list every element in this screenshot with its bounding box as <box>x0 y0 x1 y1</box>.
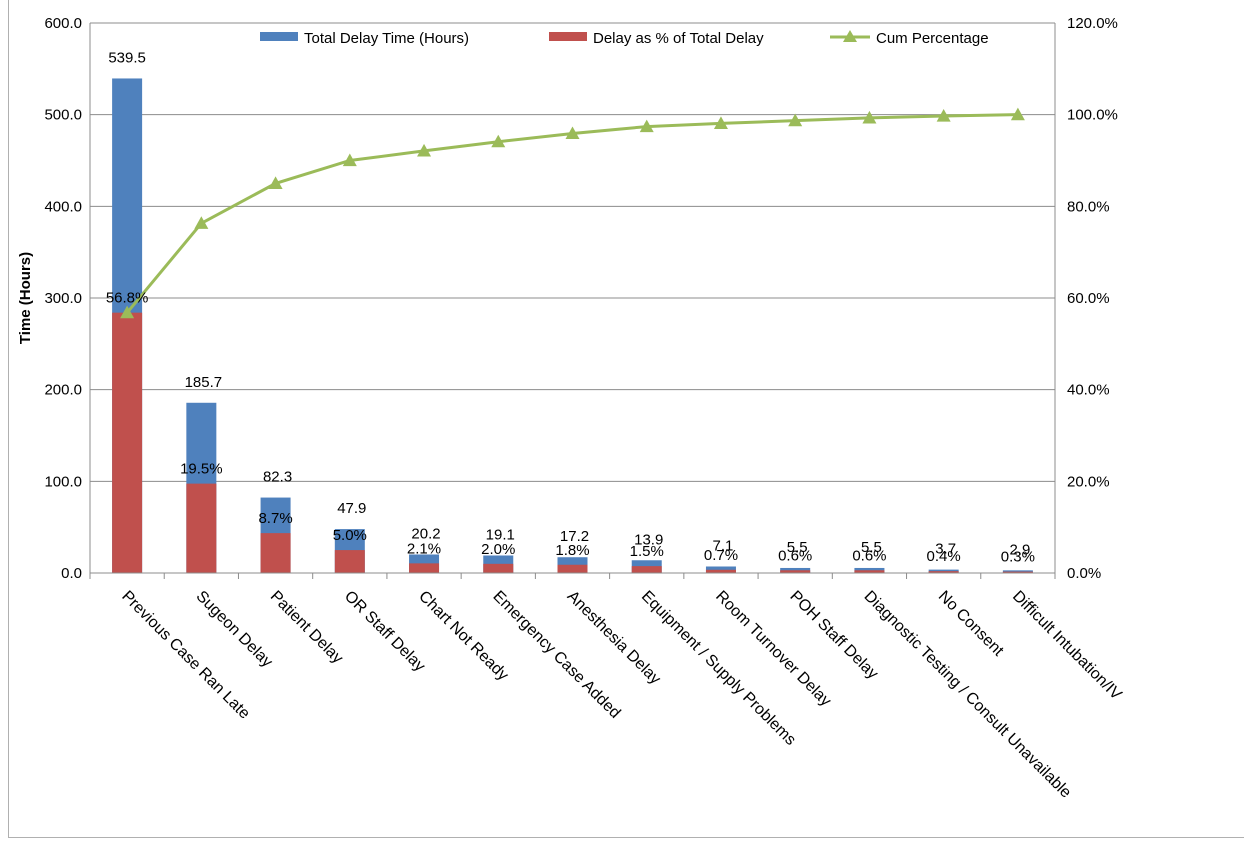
cum-percentage-marker <box>120 305 135 319</box>
delay-pct-data-label: 0.6% <box>852 547 886 564</box>
bar-delay-pct <box>854 570 885 573</box>
y-right-tick-label: 20.0% <box>1067 473 1110 490</box>
cum-percentage-marker <box>194 216 209 229</box>
x-category-label: Previous Case Ran Late <box>118 588 253 723</box>
bar-delay-pct <box>1002 571 1033 573</box>
cum-percentage-marker <box>417 143 432 157</box>
bar-total-delay <box>705 566 736 573</box>
legend-label-delay-pct: Delay as % of Total Delay <box>593 30 764 47</box>
delay-pct-data-label: 0.7% <box>704 547 738 564</box>
y-left-tick-label: 200.0 <box>44 382 82 399</box>
y-right-tick-label: 100.0% <box>1067 107 1118 124</box>
total-delay-data-label: 5.5 <box>787 539 808 556</box>
grid-lines <box>90 22 1055 482</box>
total-delay-data-label: 2.9 <box>1009 541 1030 558</box>
delay-pct-data-label: 0.6% <box>778 547 812 564</box>
cum-line <box>120 107 1025 319</box>
total-delay-data-label: 47.9 <box>337 500 366 517</box>
delay-pct-data-label: 2.0% <box>481 541 515 558</box>
y-left-tick-label: 300.0 <box>44 290 82 307</box>
x-category-label: Difficult Intubation/IV <box>1009 588 1125 704</box>
y-left-tick-label: 500.0 <box>44 107 82 124</box>
total-delay-data-label: 17.2 <box>560 528 589 545</box>
bar-delay-pct <box>186 483 217 573</box>
cum-percentage-line <box>125 113 1018 314</box>
cum-percentage-marker <box>268 176 283 190</box>
y-right-tick-label: 40.0% <box>1067 382 1110 399</box>
total-delay-data-label: 13.9 <box>634 531 663 548</box>
delay-pct-data-label: 1.5% <box>630 543 664 560</box>
total-delay-data-label: 3.7 <box>935 541 956 558</box>
x-category-label: No Consent <box>935 588 1007 660</box>
cum-percentage-marker <box>491 134 506 148</box>
delay-pct-data-label: 0.4% <box>927 548 961 565</box>
delay-pct-data-label: 5.0% <box>333 527 367 544</box>
delay-pct-data-label: 1.8% <box>555 542 589 559</box>
cum-percentage-marker <box>1010 107 1025 121</box>
total-delay-data-label: 20.2 <box>411 525 440 542</box>
x-category-label: Patient Delay <box>267 588 346 667</box>
cum-percentage-marker <box>565 126 580 140</box>
legend-swatch-total-delay <box>260 32 298 41</box>
bar-delay-pct <box>705 569 736 573</box>
y-left-tick-label: 0.0 <box>61 565 82 582</box>
total-delay-data-label: 7.1 <box>713 537 734 554</box>
cum-percentage-marker <box>788 113 803 127</box>
bar-delay-pct <box>557 564 588 573</box>
delay-pct-data-label: 19.5% <box>180 461 223 478</box>
cum-percentage-marker <box>862 110 877 124</box>
bar-delay-pct <box>409 563 440 573</box>
chart-frame <box>8 0 1244 838</box>
x-category-label: Emergency Case Added <box>489 588 623 722</box>
legend-label-cum-percentage: Cum Percentage <box>876 30 989 47</box>
y-left-tick-label: 400.0 <box>44 198 82 215</box>
total-delay-data-label: 5.5 <box>861 539 882 556</box>
y-axis-title: Time (Hours) <box>17 252 34 344</box>
bar-delay-pct <box>334 550 365 573</box>
bar-delay-pct <box>112 312 143 573</box>
delay-pct-data-label: 2.1% <box>407 540 441 557</box>
total-delay-data-label: 185.7 <box>185 374 223 391</box>
cum-percentage-marker <box>639 119 654 133</box>
bar-delay-pct <box>631 566 662 573</box>
cum-percentage-marker <box>936 109 951 122</box>
y-right-tick-label: 0.0% <box>1067 565 1101 582</box>
legend-marker-cum-percentage <box>843 30 857 42</box>
y-right-tick-label: 80.0% <box>1067 198 1110 215</box>
bar-delay-pct <box>260 533 291 573</box>
legend-label-total-delay: Total Delay Time (Hours) <box>304 30 469 47</box>
bar-delay-pct <box>780 570 811 573</box>
delay-pct-data-label: 0.3% <box>1001 549 1035 566</box>
y-right-tick-label: 60.0% <box>1067 290 1110 307</box>
y-left-tick-label: 600.0 <box>44 15 82 32</box>
total-delay-data-label: 19.1 <box>486 526 515 543</box>
data-labels: 539.5 185.7 82.3 47.9 20.2 19.1 17.2 13.9 7.1 5.5… <box>106 49 1035 565</box>
total-delay-data-label: 82.3 <box>263 469 292 486</box>
bars <box>112 78 1033 573</box>
x-category-label: Equipment / Supply Problems <box>638 588 799 749</box>
cum-percentage-marker <box>713 116 728 129</box>
x-category-label: Sugeon Delay <box>193 588 276 671</box>
total-delay-data-label: 539.5 <box>108 49 146 66</box>
legend: Total Delay Time (Hours) Delay as % of To… <box>260 30 989 47</box>
cum-percentage-marker <box>342 153 357 167</box>
y-left-tick-label: 100.0 <box>44 473 82 490</box>
delay-pct-data-label: 8.7% <box>258 510 292 527</box>
y-right-tick-label: 120.0% <box>1067 15 1118 32</box>
delay-pct-data-label: 56.8% <box>106 290 149 307</box>
x-category-label: OR Staff Delay <box>341 588 428 675</box>
bar-delay-pct <box>483 563 514 573</box>
bar-delay-pct <box>928 571 959 573</box>
legend-swatch-delay-pct <box>549 32 587 41</box>
